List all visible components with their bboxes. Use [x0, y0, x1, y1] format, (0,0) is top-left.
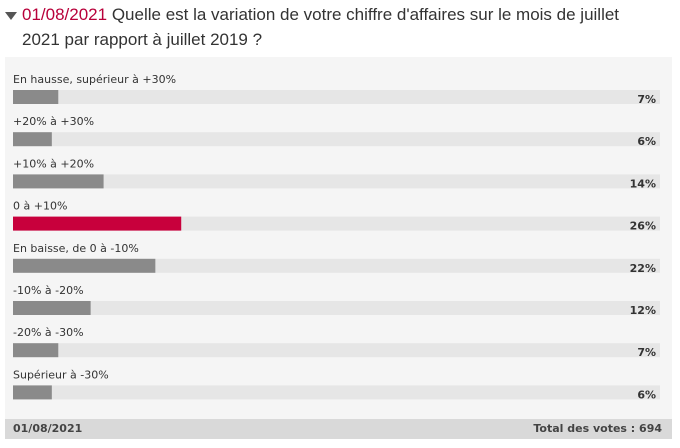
bar	[13, 90, 59, 104]
collapse-icon[interactable]	[4, 11, 18, 21]
bar-track	[13, 385, 660, 400]
bar-track	[13, 343, 660, 358]
bar-track	[13, 90, 660, 104]
bar	[13, 216, 182, 231]
poll-header: 01/08/2021 Quelle est la variation de vo…	[0, 2, 660, 52]
bar-track	[13, 132, 660, 147]
bar	[13, 258, 156, 273]
value-label: 12%	[630, 304, 656, 317]
option-label: -10% à -20%	[13, 284, 84, 297]
value-label: 14%	[630, 177, 656, 190]
option-label: En baisse, de 0 à -10%	[13, 242, 139, 255]
poll-title: Quelle est la variation de votre chiffre…	[22, 5, 620, 49]
option-label: -20% à -30%	[13, 326, 84, 339]
bar	[13, 174, 104, 189]
bar-track	[13, 301, 660, 315]
footer-bar	[5, 419, 672, 439]
value-label: 7%	[637, 346, 656, 359]
bar-track	[13, 174, 660, 189]
bar-track	[13, 258, 660, 273]
value-label: 6%	[637, 388, 656, 401]
panel	[5, 57, 672, 419]
bar-track	[13, 216, 660, 231]
value-label: 26%	[630, 220, 656, 233]
value-label: 22%	[630, 262, 656, 275]
footer-date: 01/08/2021	[13, 422, 82, 435]
option-label: +10% à +20%	[13, 157, 94, 170]
bar	[13, 132, 52, 147]
option-label: En hausse, supérieur à +30%	[13, 73, 176, 86]
bar	[13, 343, 59, 358]
poll-date: 01/08/2021	[22, 5, 108, 24]
value-label: 6%	[637, 135, 656, 148]
value-label: 7%	[637, 93, 656, 106]
bar	[13, 385, 52, 400]
option-label: Supérieur à -30%	[13, 368, 109, 381]
bar	[13, 301, 91, 315]
option-label: 0 à +10%	[13, 200, 67, 213]
footer-total: Total des votes : 694	[533, 422, 662, 435]
option-label: +20% à +30%	[13, 115, 94, 128]
